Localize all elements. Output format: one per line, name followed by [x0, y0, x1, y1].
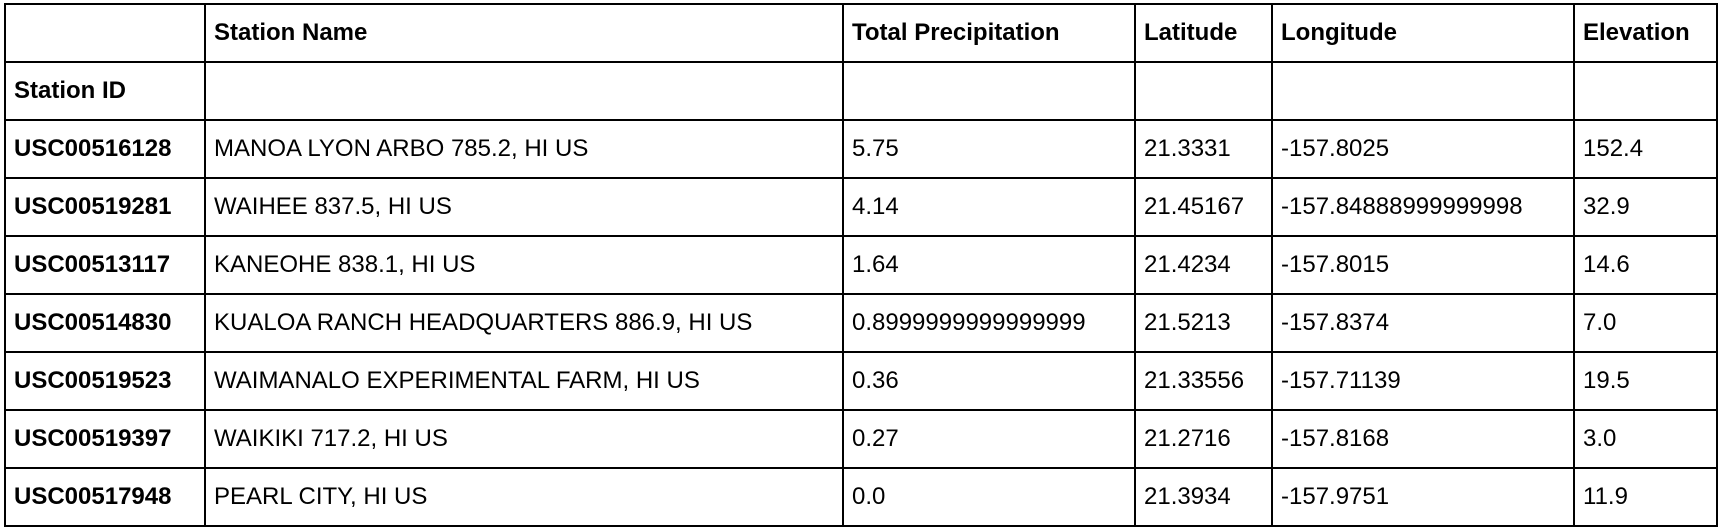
- station-id-cell: USC00519281: [4, 177, 206, 237]
- table-row: USC00519523 WAIMANALO EXPERIMENTAL FARM,…: [4, 351, 1718, 411]
- index-blank-cell: [1271, 61, 1575, 121]
- table-row: USC00519281 WAIHEE 837.5, HI US 4.14 21.…: [4, 177, 1718, 237]
- elevation-cell: 7.0: [1573, 293, 1718, 353]
- precipitation-cell: 0.8999999999999999: [842, 293, 1136, 353]
- latitude-cell: 21.45167: [1134, 177, 1273, 237]
- station-name-cell: MANOA LYON ARBO 785.2, HI US: [204, 119, 844, 179]
- header-blank: [4, 3, 206, 63]
- index-name-header: Station ID: [4, 61, 206, 121]
- station-name-cell: KANEOHE 838.1, HI US: [204, 235, 844, 295]
- longitude-cell: -157.8168: [1271, 409, 1575, 469]
- header-latitude: Latitude: [1134, 3, 1273, 63]
- longitude-cell: -157.8374: [1271, 293, 1575, 353]
- header-longitude: Longitude: [1271, 3, 1575, 63]
- elevation-cell: 11.9: [1573, 467, 1718, 527]
- table-row: USC00519397 WAIKIKI 717.2, HI US 0.27 21…: [4, 409, 1718, 469]
- elevation-cell: 32.9: [1573, 177, 1718, 237]
- station-name-cell: WAIHEE 837.5, HI US: [204, 177, 844, 237]
- longitude-cell: -157.9751: [1271, 467, 1575, 527]
- station-precipitation-table: Station Name Total Precipitation Latitud…: [4, 3, 1718, 527]
- station-id-cell: USC00519397: [4, 409, 206, 469]
- precipitation-cell: 0.36: [842, 351, 1136, 411]
- latitude-cell: 21.2716: [1134, 409, 1273, 469]
- header-total-precipitation: Total Precipitation: [842, 3, 1136, 63]
- station-id-cell: USC00513117: [4, 235, 206, 295]
- latitude-cell: 21.33556: [1134, 351, 1273, 411]
- table-row: USC00514830 KUALOA RANCH HEADQUARTERS 88…: [4, 293, 1718, 353]
- longitude-cell: -157.71139: [1271, 351, 1575, 411]
- index-blank-cell: [204, 61, 844, 121]
- elevation-cell: 152.4: [1573, 119, 1718, 179]
- station-id-cell: USC00516128: [4, 119, 206, 179]
- latitude-cell: 21.5213: [1134, 293, 1273, 353]
- longitude-cell: -157.8025: [1271, 119, 1575, 179]
- precipitation-cell: 0.0: [842, 467, 1136, 527]
- longitude-cell: -157.8015: [1271, 235, 1575, 295]
- index-blank-cell: [1573, 61, 1718, 121]
- index-blank-cell: [842, 61, 1136, 121]
- station-name-cell: WAIKIKI 717.2, HI US: [204, 409, 844, 469]
- station-id-cell: USC00514830: [4, 293, 206, 353]
- table-body: USC00516128 MANOA LYON ARBO 785.2, HI US…: [4, 119, 1718, 527]
- precipitation-cell: 4.14: [842, 177, 1136, 237]
- station-id-cell: USC00517948: [4, 467, 206, 527]
- precipitation-cell: 5.75: [842, 119, 1136, 179]
- index-blank-cell: [1134, 61, 1273, 121]
- longitude-cell: -157.84888999999998: [1271, 177, 1575, 237]
- station-name-cell: PEARL CITY, HI US: [204, 467, 844, 527]
- latitude-cell: 21.3934: [1134, 467, 1273, 527]
- table-row: USC00516128 MANOA LYON ARBO 785.2, HI US…: [4, 119, 1718, 179]
- header-station-name: Station Name: [204, 3, 844, 63]
- station-name-cell: KUALOA RANCH HEADQUARTERS 886.9, HI US: [204, 293, 844, 353]
- precipitation-cell: 0.27: [842, 409, 1136, 469]
- header-row: Station Name Total Precipitation Latitud…: [4, 3, 1718, 63]
- elevation-cell: 14.6: [1573, 235, 1718, 295]
- elevation-cell: 3.0: [1573, 409, 1718, 469]
- index-name-row: Station ID: [4, 61, 1718, 121]
- header-elevation: Elevation: [1573, 3, 1718, 63]
- station-name-cell: WAIMANALO EXPERIMENTAL FARM, HI US: [204, 351, 844, 411]
- table-row: USC00513117 KANEOHE 838.1, HI US 1.64 21…: [4, 235, 1718, 295]
- latitude-cell: 21.3331: [1134, 119, 1273, 179]
- elevation-cell: 19.5: [1573, 351, 1718, 411]
- station-id-cell: USC00519523: [4, 351, 206, 411]
- table-row: USC00517948 PEARL CITY, HI US 0.0 21.393…: [4, 467, 1718, 527]
- latitude-cell: 21.4234: [1134, 235, 1273, 295]
- precipitation-cell: 1.64: [842, 235, 1136, 295]
